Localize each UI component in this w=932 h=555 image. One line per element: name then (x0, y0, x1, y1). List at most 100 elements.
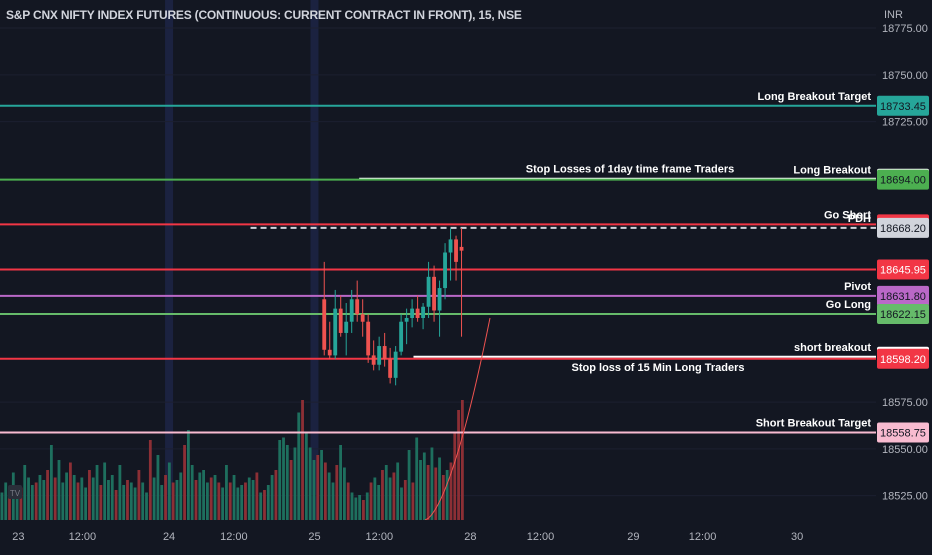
price-tag-text: 18598.20 (880, 354, 926, 366)
candle-body (410, 308, 415, 318)
volume-bar (42, 480, 46, 520)
volume-bar (110, 475, 114, 520)
volume-bar (403, 480, 407, 520)
volume-bar (346, 482, 350, 520)
volume-bar (301, 400, 304, 520)
candle-body (459, 246, 464, 251)
volume-bar (46, 470, 49, 520)
volume-bar (175, 480, 179, 520)
volume-bar (61, 482, 65, 520)
volume-bar (343, 467, 346, 520)
volume-bar (160, 485, 164, 520)
volume-bar (369, 482, 373, 520)
time-tick: 12:00 (689, 531, 717, 543)
price-tag (877, 348, 929, 369)
volume-bar (141, 482, 145, 520)
time-tick: 25 (308, 531, 320, 543)
volume-bar (293, 447, 297, 520)
candle-body (399, 321, 404, 352)
volume-bar (0, 492, 4, 520)
volume-bar (289, 460, 293, 520)
volume-bar (228, 482, 232, 520)
candle-body (393, 351, 398, 378)
candle-body (432, 276, 436, 311)
price-tag (877, 303, 929, 324)
price-tag-text: 18622.15 (880, 309, 926, 321)
volume-bar (15, 495, 19, 520)
volume-bar (179, 472, 183, 520)
volume-bar (133, 487, 137, 520)
volume-bar (266, 485, 270, 520)
candle-body (443, 252, 447, 289)
price-tick: 18750.00 (882, 70, 928, 82)
price-tag (877, 422, 929, 443)
volume-bar (206, 482, 209, 520)
currency-label: INR (884, 9, 903, 21)
volume-bar (350, 492, 354, 520)
volume-bar (263, 490, 266, 520)
volume-bar (103, 462, 107, 520)
volume-bar (384, 465, 388, 520)
time-tick: 24 (163, 531, 175, 543)
volume-bar (388, 477, 392, 520)
candle-body (349, 299, 354, 322)
price-tick: 18575.00 (882, 397, 928, 409)
volume-bar (449, 462, 453, 520)
price-tag-text: 18668.20 (880, 223, 926, 235)
volume-bar (244, 482, 247, 520)
level-label: Go Short (824, 209, 871, 221)
volume-bar (457, 410, 460, 520)
volume-bar (202, 470, 206, 520)
volume-bar (122, 485, 126, 520)
volume-bar (190, 465, 194, 520)
volume-bar (312, 460, 316, 520)
volume-bar (354, 497, 358, 520)
volume-bar (84, 487, 88, 520)
candle-body (327, 349, 332, 356)
volume-bar (88, 470, 91, 520)
volume-bar (327, 472, 331, 520)
candle-body (355, 299, 360, 315)
volume-bar (422, 452, 426, 520)
candle-body (454, 239, 458, 262)
price-tag-text: 18694.00 (880, 175, 926, 187)
session-band (310, 0, 319, 520)
annotation-text: Stop Losses of 1day time frame Traders (526, 164, 734, 176)
level-label: Long Breakout (793, 165, 871, 177)
price-tag (877, 285, 929, 306)
volume-bar (221, 487, 225, 520)
time-tick: 28 (464, 531, 476, 543)
time-tick: 23 (12, 531, 24, 543)
volume-bar (225, 465, 228, 520)
volume-bar (145, 492, 148, 520)
price-tag (877, 169, 929, 190)
volume-bar (164, 475, 167, 520)
volume-bar (126, 480, 129, 520)
volume-bar (358, 495, 362, 520)
level-label: Go Long (826, 299, 871, 311)
volume-bar (38, 475, 42, 520)
price-tag-text: 18733.45 (880, 101, 926, 113)
candle-body (421, 306, 426, 318)
volume-bar (30, 485, 34, 520)
volume-bar (441, 475, 445, 520)
price-tick: 18725.00 (882, 117, 928, 129)
candle-body (448, 239, 453, 253)
level-label: Long Breakout Target (758, 91, 872, 103)
level-label: Short Breakout Target (756, 418, 872, 430)
level-label: Pivot (844, 281, 871, 293)
volume-bar (316, 455, 320, 520)
price-tag-text: 18645.95 (880, 264, 926, 276)
tradingview-logo-text: TV (10, 489, 21, 498)
volume-bar (365, 492, 369, 520)
volume-bar (240, 485, 244, 520)
volume-bar (57, 460, 61, 520)
volume-bar (438, 457, 441, 520)
candle-body (338, 308, 343, 333)
price-tick: 18550.00 (882, 444, 928, 456)
volume-bar (129, 482, 133, 520)
volume-bar (107, 480, 110, 520)
volume-bar (80, 477, 84, 520)
